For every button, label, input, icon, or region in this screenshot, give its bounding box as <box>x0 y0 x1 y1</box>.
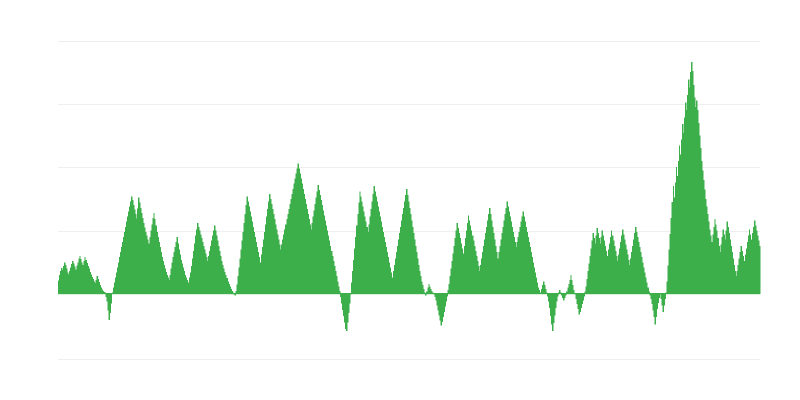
bar-series-path <box>58 61 761 331</box>
zero-baseline <box>58 293 760 295</box>
bar-series <box>58 61 761 331</box>
plot-area <box>58 0 761 400</box>
